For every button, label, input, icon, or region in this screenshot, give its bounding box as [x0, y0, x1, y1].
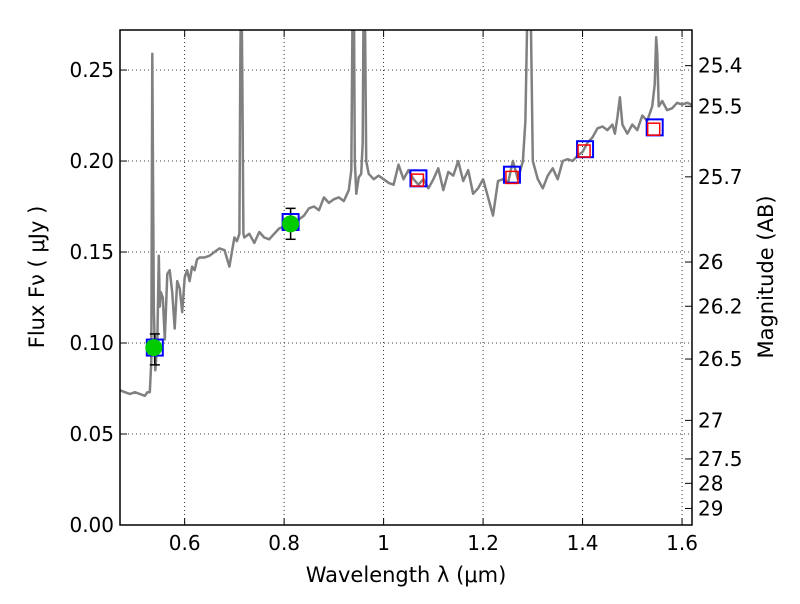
x-tick-label: 0.8: [268, 531, 300, 555]
y-right-tick-label: 28: [698, 471, 723, 495]
y-axis-label: Flux Fν ( μJy ): [25, 206, 49, 349]
tick-labels: 0.6 0.8 1 1.2 1.4 1.6 0.00 0.05 0.10 0.15 0.20 0.25…: [69, 54, 742, 555]
y-tick-label: 0.15: [69, 240, 114, 264]
x-tick-label: 1.4: [567, 531, 599, 555]
x-tick-label: 0.6: [169, 531, 201, 555]
y-right-tick-label: 29: [698, 496, 723, 520]
x-axis-label: Wavelength λ (μm): [306, 563, 507, 587]
y-right-tick-label: 26.2: [698, 294, 743, 318]
upper-limit-marker: [646, 122, 661, 136]
axis-ticks: [120, 30, 692, 526]
y-right-tick-label: 25.4: [698, 54, 743, 78]
upper-limit-marker: [410, 173, 425, 187]
y-right-tick-label: 27: [698, 408, 723, 432]
spectrum-line: [120, 30, 692, 398]
y-right-tick-label: 26.5: [698, 347, 743, 371]
x-tick-label: 1.2: [467, 531, 499, 555]
x-tick-label: 1.6: [666, 531, 698, 555]
y-tick-label: 0.00: [69, 513, 114, 537]
x-tick-label: 1: [377, 531, 390, 555]
grid-lines: [120, 30, 692, 526]
y-axis-right-label: Magnitude (AB): [754, 195, 778, 358]
y-right-tick-label: 25.7: [698, 165, 743, 189]
measured-point-marker: [145, 339, 163, 357]
y-tick-label: 0.10: [69, 331, 114, 355]
plot-frame: [119, 29, 693, 526]
y-tick-label: 0.25: [69, 58, 114, 82]
spectrum-layer: [120, 30, 692, 398]
y-tick-label: 0.05: [69, 422, 114, 446]
y-right-tick-label: 25.5: [698, 94, 743, 118]
upper-limit-marker: [577, 144, 591, 158]
measured-point-marker: [282, 215, 300, 233]
marker-layer: [145, 118, 664, 357]
upper-limit-marker: [505, 170, 519, 185]
y-tick-label: 0.20: [69, 149, 114, 173]
y-right-tick-label: 27.5: [698, 447, 743, 471]
y-right-tick-label: 26: [698, 250, 723, 274]
